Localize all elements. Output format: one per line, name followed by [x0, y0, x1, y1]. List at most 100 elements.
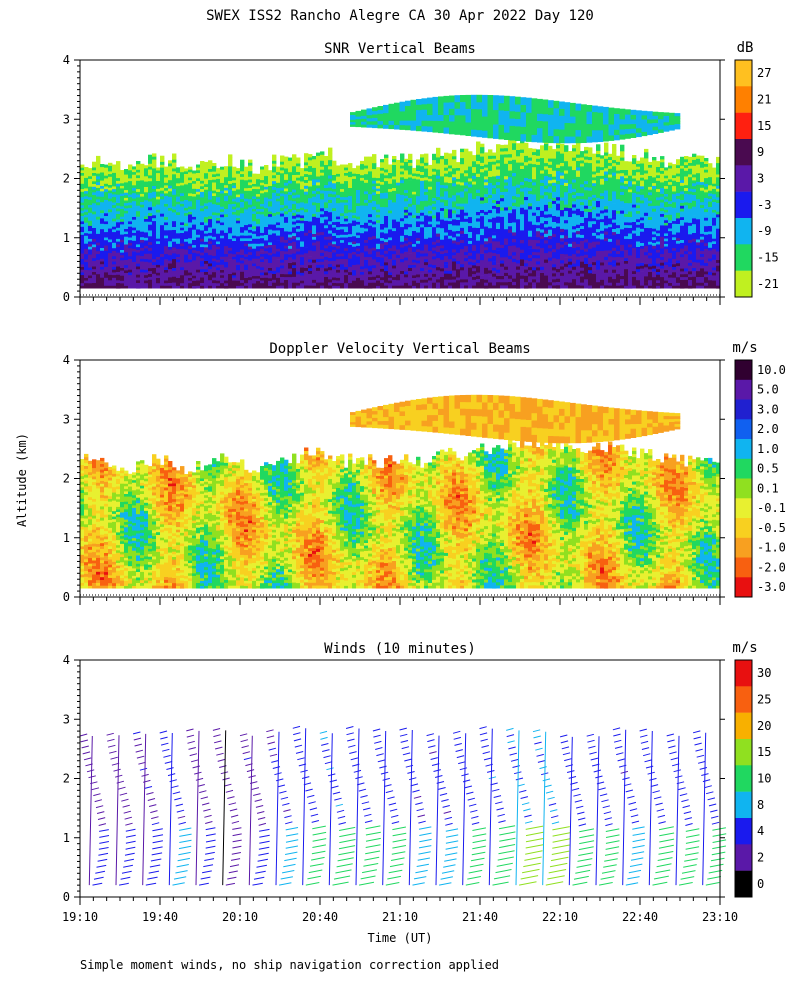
snr-cell	[352, 264, 357, 268]
snr-cell	[272, 157, 277, 161]
snr-cell	[260, 245, 265, 249]
snr-cell	[424, 209, 429, 213]
snr-cell	[156, 277, 161, 281]
snr-cell	[108, 217, 113, 221]
snr-cell	[328, 242, 333, 246]
snr-cell	[264, 167, 269, 171]
snr-cell	[280, 273, 285, 277]
snr-cell	[248, 176, 253, 180]
snr-cell	[148, 206, 153, 211]
snr-cell	[108, 179, 113, 183]
snr-cell	[176, 196, 181, 200]
snr-cell	[480, 266, 485, 270]
snr-cell	[132, 206, 137, 210]
snr-cell	[224, 211, 229, 215]
snr-cell	[176, 177, 181, 181]
snr-cell	[92, 279, 97, 283]
snr-cell	[464, 239, 469, 243]
snr-cell	[352, 272, 357, 276]
snr-cell	[160, 236, 165, 240]
snr-cell	[244, 285, 249, 289]
snr-cell	[352, 269, 357, 273]
snr-cell	[132, 219, 137, 223]
snr-cell	[356, 274, 361, 278]
snr-cell	[336, 250, 341, 254]
snr-cell	[476, 182, 481, 187]
snr-cell	[340, 269, 345, 273]
snr-cell	[144, 178, 149, 182]
snr-cell	[488, 258, 493, 262]
snr-cell	[280, 270, 285, 275]
snr-cell	[304, 258, 309, 263]
snr-cell	[228, 203, 233, 208]
snr-cell	[360, 260, 365, 264]
snr-cell	[368, 176, 373, 180]
snr-cell	[352, 249, 357, 252]
snr-cell	[356, 165, 361, 169]
snr-cell	[136, 263, 141, 267]
snr-cell	[476, 205, 481, 209]
snr-cell	[336, 189, 341, 193]
snr-cell	[100, 247, 105, 251]
snr-cell	[324, 158, 329, 163]
snr-cell	[452, 219, 457, 223]
snr-cell	[292, 209, 297, 213]
snr-cell	[220, 272, 225, 276]
snr-cell	[128, 202, 133, 206]
snr-cell	[316, 232, 321, 236]
snr-cell	[268, 277, 273, 281]
snr-cell	[240, 240, 245, 244]
snr-cell	[128, 207, 133, 211]
snr-cell	[152, 203, 157, 207]
snr-cell	[304, 182, 309, 186]
snr-cell	[100, 166, 105, 170]
snr-cell	[96, 273, 101, 277]
snr-cell	[108, 255, 113, 259]
snr-cell	[148, 282, 153, 286]
snr-cell	[120, 175, 125, 179]
snr-cell	[248, 265, 253, 269]
snr-cell	[96, 282, 101, 286]
snr-cell	[276, 195, 281, 199]
snr-cell	[428, 258, 433, 262]
snr-cell	[472, 221, 477, 225]
snr-cell	[136, 177, 141, 181]
snr-cell	[356, 184, 361, 188]
snr-cell	[224, 253, 229, 257]
snr-cell	[332, 221, 337, 225]
snr-cell	[452, 210, 457, 214]
snr-cell	[400, 276, 405, 280]
snr-cell	[408, 220, 413, 225]
snr-cell	[440, 173, 445, 177]
snr-cell	[432, 226, 437, 231]
snr-cell	[236, 275, 241, 279]
snr-cell	[84, 277, 89, 281]
snr-cell	[96, 236, 101, 240]
snr-cell	[256, 273, 261, 277]
snr-cell	[380, 226, 385, 230]
snr-cell	[472, 239, 477, 243]
snr-cell	[452, 237, 457, 241]
snr-cell	[220, 211, 225, 215]
snr-cell	[152, 188, 157, 192]
snr-cell	[444, 276, 449, 280]
snr-cell	[272, 285, 277, 289]
snr-cell	[484, 232, 489, 236]
snr-cell	[216, 217, 221, 221]
snr-cell	[228, 244, 233, 248]
snr-cell	[144, 210, 149, 214]
snr-cell	[92, 249, 97, 253]
snr-cell	[212, 269, 217, 273]
snr-cell	[320, 285, 325, 289]
snr-cell	[196, 183, 201, 187]
snr-cell	[184, 197, 189, 200]
snr-cell	[296, 160, 301, 164]
snr-cell	[244, 174, 249, 178]
snr-cell	[444, 279, 449, 283]
snr-cell	[288, 211, 293, 215]
snr-cell	[96, 155, 101, 160]
snr-cell	[304, 153, 309, 157]
snr-cell	[192, 219, 197, 223]
snr-cell	[368, 188, 373, 192]
snr-cell	[160, 262, 165, 266]
